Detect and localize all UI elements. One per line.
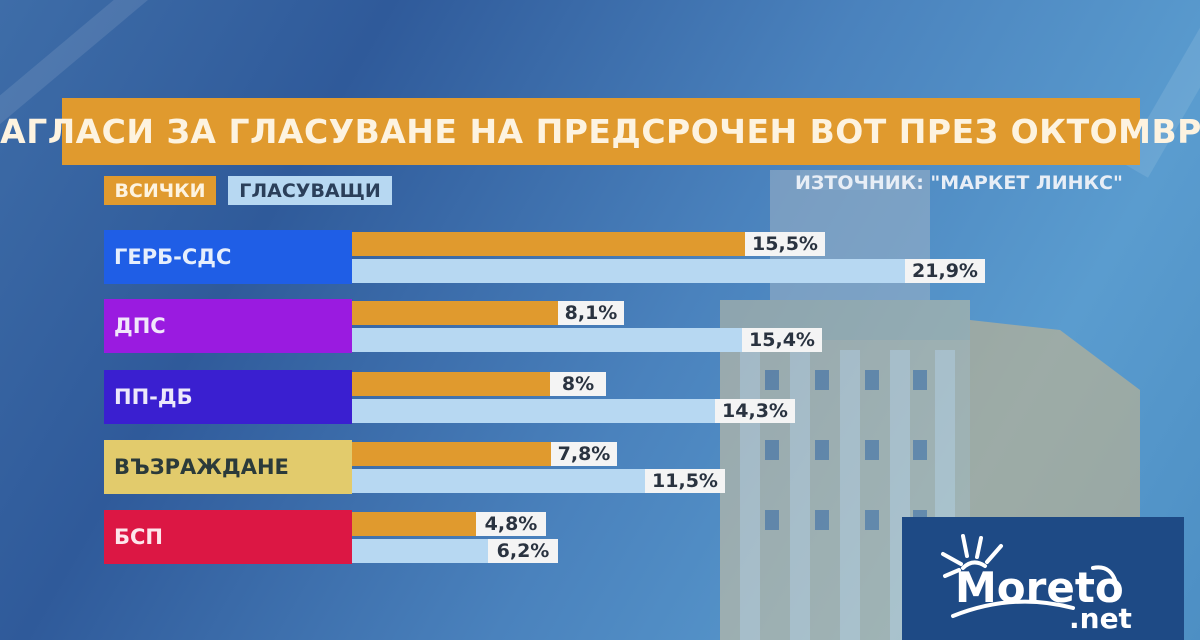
bar-voters xyxy=(352,399,715,423)
value-all: 8,1% xyxy=(558,301,624,325)
value-all: 4,8% xyxy=(476,512,546,536)
chart-title: НАГЛАСИ ЗА ГЛАСУВАНЕ НА ПРЕДСРОЧЕН ВОТ П… xyxy=(0,112,1200,151)
value-voters: 6,2% xyxy=(488,539,558,563)
chart-title-bar: НАГЛАСИ ЗА ГЛАСУВАНЕ НА ПРЕДСРОЧЕН ВОТ П… xyxy=(0,98,1200,165)
value-all: 8% xyxy=(550,372,606,396)
legend-voters: ГЛАСУВАЩИ xyxy=(228,176,392,205)
party-label: ВЪЗРАЖДАНЕ xyxy=(104,440,352,494)
party-label: ГЕРБ-СДС xyxy=(104,230,352,284)
svg-text:.net: .net xyxy=(1069,602,1132,634)
bar-voters xyxy=(352,259,905,283)
svg-text:Moreto: Moreto xyxy=(955,563,1124,612)
bar-all xyxy=(352,232,745,256)
bar-voters xyxy=(352,539,488,563)
party-label: ДПС xyxy=(104,299,352,353)
party-label: БСП xyxy=(104,510,352,564)
value-voters: 21,9% xyxy=(905,259,985,283)
bar-voters xyxy=(352,469,645,493)
value-all: 15,5% xyxy=(745,232,825,256)
value-voters: 15,4% xyxy=(742,328,822,352)
bar-all xyxy=(352,512,476,536)
bar-all xyxy=(352,301,558,325)
bar-voters xyxy=(352,328,742,352)
source-label: ИЗТОЧНИК: "МАРКЕТ ЛИНКС" xyxy=(795,172,1123,194)
party-label: ПП-ДБ xyxy=(104,370,352,424)
value-voters: 11,5% xyxy=(645,469,725,493)
bar-all xyxy=(352,442,551,466)
value-voters: 14,3% xyxy=(715,399,795,423)
legend-all: ВСИЧКИ xyxy=(104,176,216,205)
bar-all xyxy=(352,372,550,396)
moreto-watermark-logo: Moreto .net xyxy=(902,517,1184,640)
value-all: 7,8% xyxy=(551,442,617,466)
sun-logo-icon: Moreto .net xyxy=(941,533,1132,634)
